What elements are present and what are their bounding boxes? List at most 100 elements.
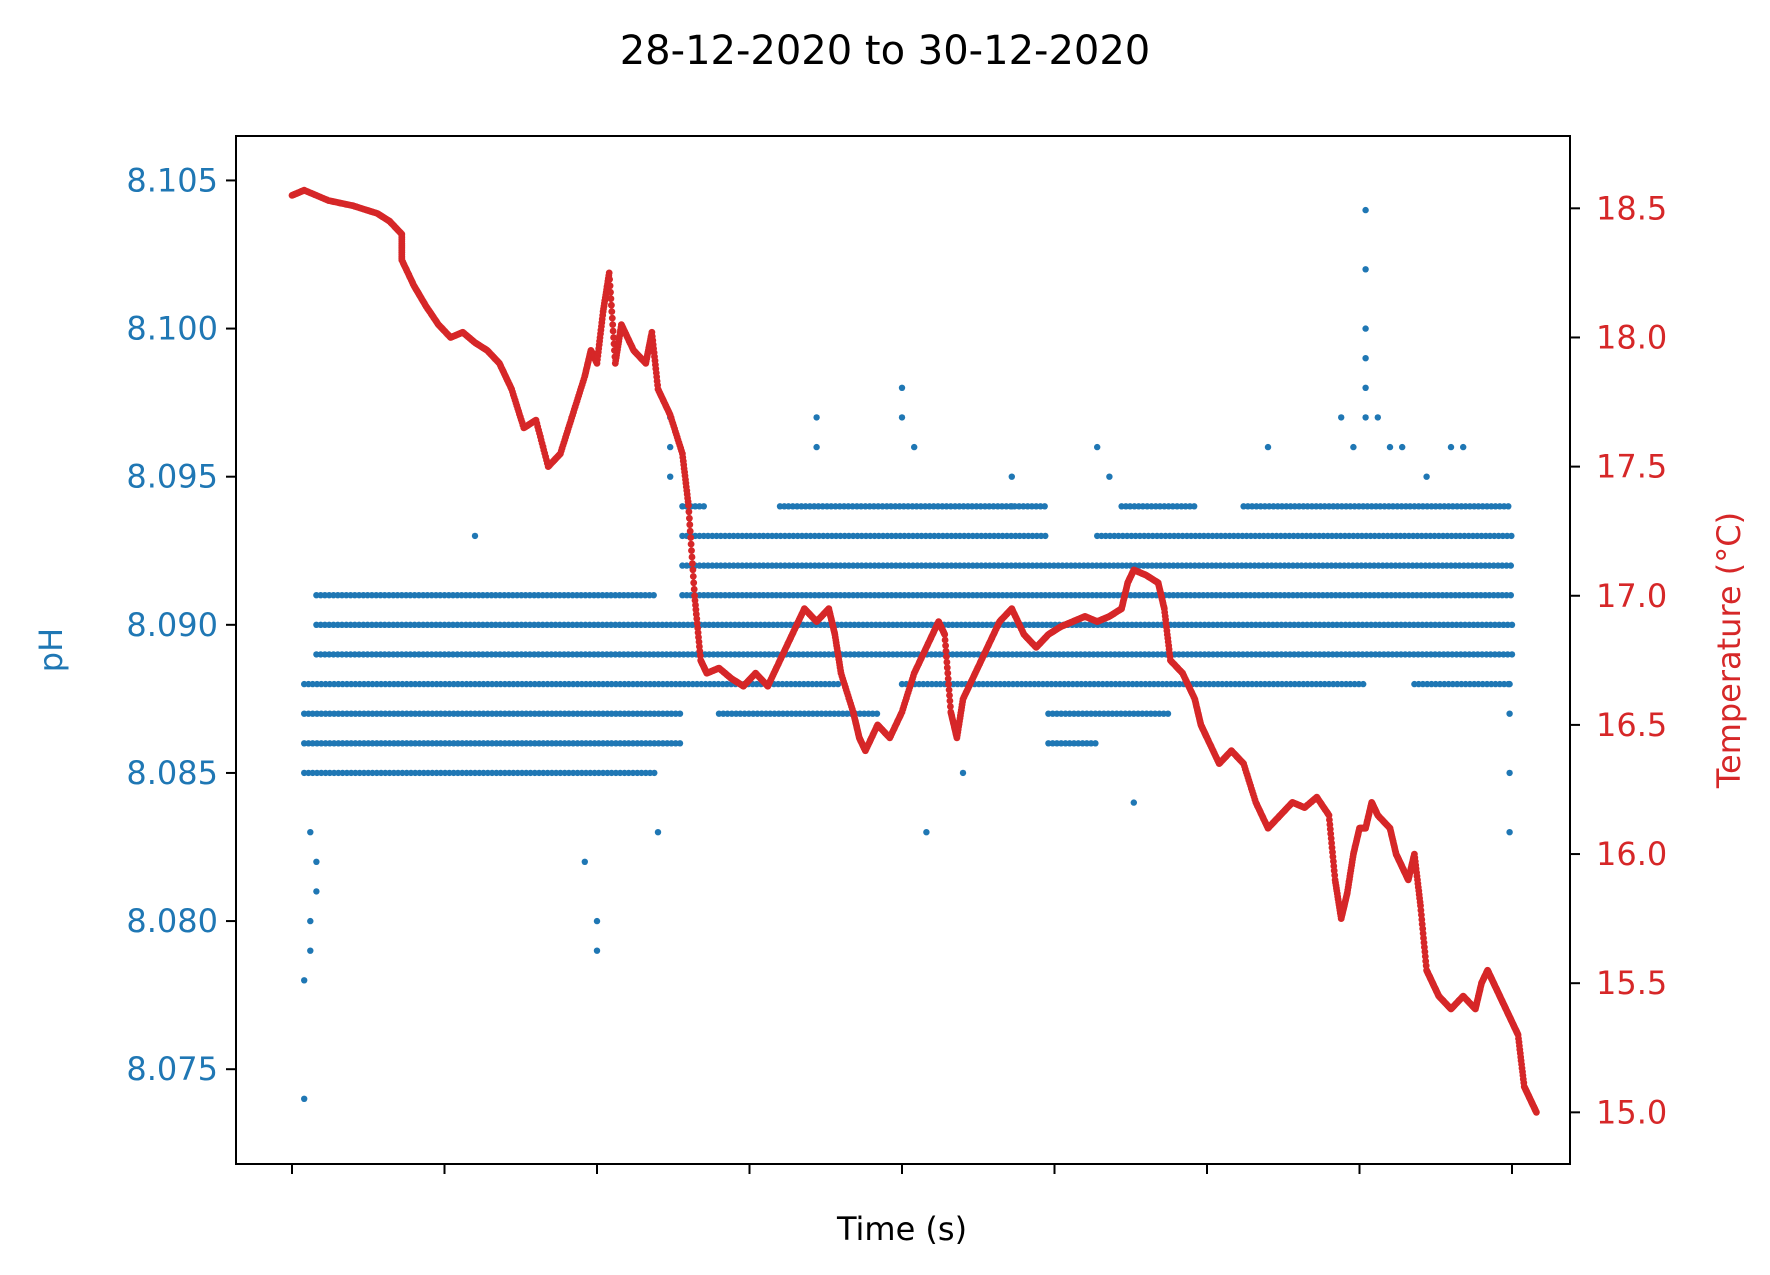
temperature-point (610, 334, 617, 341)
temperature-point (688, 553, 696, 561)
ph-point (1505, 503, 1512, 510)
y-right-tick-label: 17.0 (1596, 577, 1667, 615)
temperature-point (608, 314, 616, 322)
y-left-tick-label: 8.095 (126, 458, 218, 496)
ph-point (834, 680, 842, 688)
temperature-point (608, 301, 615, 309)
ph-series (301, 206, 1516, 1103)
temperature-point (946, 692, 953, 699)
y-left-axis-ticks: 8.075 8.080 8.085 8.090 8.095 8.100 8.105 (126, 161, 236, 1088)
temperature-point (608, 308, 616, 315)
temperature-point (688, 547, 695, 554)
temperature-point (942, 647, 950, 655)
temperature-point (942, 642, 949, 649)
y-left-axis-label: pH (32, 628, 70, 672)
ph-point (1508, 532, 1515, 540)
y-right-tick-label: 16.5 (1596, 706, 1667, 744)
temperature-point (687, 540, 695, 548)
ph-point (813, 443, 820, 451)
ph-point (1423, 473, 1430, 480)
y-right-axis-ticks: 15.0 15.5 16.0 16.5 17.0 17.5 18.0 18.5 (1570, 189, 1667, 1131)
y-right-tick-label: 16.0 (1596, 835, 1667, 873)
ph-point (1092, 740, 1099, 747)
y-left-tick-label: 8.100 (126, 310, 218, 348)
ph-point (1506, 680, 1513, 688)
ph-point (301, 977, 308, 984)
temperature-point (609, 327, 617, 335)
chart-title: 28-12-2020 to 30-12-2020 (620, 28, 1151, 74)
ph-point (1506, 769, 1513, 777)
ph-point (1508, 651, 1516, 658)
y-right-tick-label: 17.5 (1596, 448, 1667, 486)
temperature-point (943, 653, 950, 660)
y-left-tick-label: 8.080 (126, 902, 218, 940)
ph-point (1362, 384, 1369, 391)
temperature-point (607, 288, 614, 296)
ph-point (1350, 443, 1357, 451)
ph-point (1094, 443, 1101, 451)
temperature-point (686, 527, 694, 535)
ph-point (307, 829, 314, 836)
temperature-point (685, 508, 693, 516)
ph-point (581, 858, 588, 865)
temperature-point (609, 321, 617, 328)
temperature-series (288, 186, 1540, 1116)
temperature-point (1533, 1108, 1540, 1116)
temperature-point (607, 295, 615, 303)
temperature-point (941, 631, 949, 638)
y-right-tick-label: 18.0 (1596, 318, 1667, 356)
ph-point (1362, 206, 1369, 214)
temperature-point (943, 664, 951, 672)
ph-point (307, 917, 314, 925)
ph-point (654, 829, 662, 836)
ph-point (667, 473, 674, 480)
ph-point (471, 532, 479, 540)
ph-point (813, 414, 820, 421)
temperature-point (606, 276, 613, 283)
temperature-point (947, 703, 954, 710)
ph-point (1506, 710, 1513, 717)
ph-point (676, 710, 684, 717)
y-right-axis-label: Temperature (°C) (1710, 512, 1748, 789)
ph-point (898, 384, 906, 391)
temperature-point (945, 686, 953, 694)
y-right-tick-label: 15.5 (1596, 964, 1667, 1002)
ph-point (911, 443, 918, 451)
ph-point (1506, 829, 1513, 836)
temperature-point (690, 579, 698, 587)
ph-point (1338, 414, 1345, 421)
ph-point (651, 769, 658, 777)
ph-point (667, 443, 674, 451)
plot-area (235, 135, 1571, 1165)
ph-point (593, 917, 601, 925)
ph-point (1008, 473, 1015, 480)
ph-point (959, 769, 967, 777)
ph-point (1008, 503, 1015, 510)
ph-point (313, 858, 320, 865)
temperature-point (689, 566, 697, 574)
ph-point (593, 947, 601, 954)
plot-frame (235, 135, 1571, 1165)
ph-point (313, 888, 320, 895)
y-left-tick-label: 8.090 (126, 606, 218, 644)
ph-point (301, 1095, 308, 1103)
temperature-point (687, 534, 695, 541)
ph-point (1386, 443, 1394, 451)
temperature-point (686, 514, 693, 522)
ph-point (307, 947, 314, 954)
ph-point (1042, 532, 1049, 540)
temperature-point (689, 573, 697, 580)
ph-point (1507, 592, 1515, 599)
ph-point (1362, 266, 1369, 273)
temperature-point (941, 636, 949, 644)
temperature-point (606, 282, 614, 290)
ph-point (1106, 473, 1113, 480)
ph-point (650, 592, 657, 599)
ph-point (1130, 799, 1138, 806)
x-axis-ticks (291, 1164, 1513, 1174)
y-left-tick-label: 8.105 (126, 161, 218, 199)
ph-point (700, 503, 707, 510)
temperature-point (685, 502, 692, 509)
ph-point (1460, 443, 1467, 451)
